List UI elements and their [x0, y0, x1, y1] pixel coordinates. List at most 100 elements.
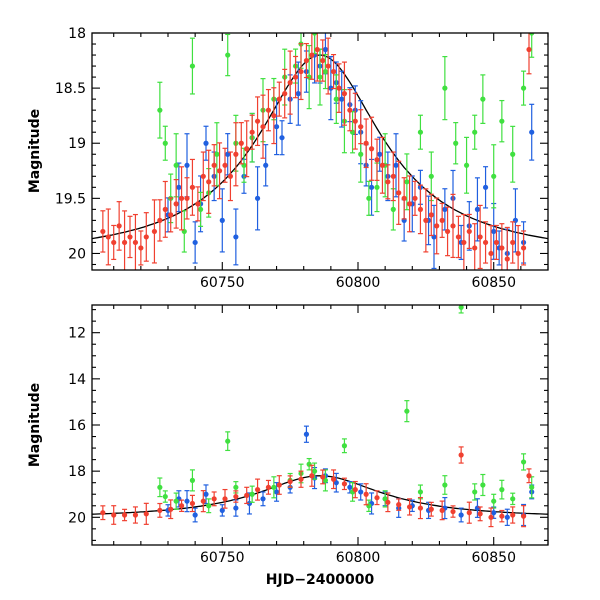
top-data-point — [271, 87, 277, 145]
top-data-point — [463, 136, 470, 194]
top-plot-area — [92, 33, 548, 270]
top-data-point — [143, 212, 149, 262]
top-data-point — [279, 120, 285, 156]
bottom-data-point — [458, 305, 464, 314]
bottom-data-point — [529, 476, 535, 499]
bottom-y-tick-label: 20 — [68, 510, 86, 526]
top-data-point — [450, 193, 456, 259]
bottom-x-tick-label: 60850 — [471, 550, 516, 566]
top-data-point — [116, 201, 122, 251]
bottom-data-point — [233, 490, 239, 503]
bottom-data-point — [385, 492, 391, 513]
bottom-data-point — [396, 498, 402, 511]
top-data-point — [434, 197, 440, 255]
top-data-point — [510, 125, 516, 183]
bottom-x-axis-title: HJD−2400000 — [266, 572, 375, 588]
bottom-y-axis-title: Magnitude — [27, 383, 43, 467]
top-data-point — [162, 125, 168, 161]
top-data-point — [227, 151, 234, 202]
bottom-y-tick-label: 16 — [68, 418, 86, 434]
top-data-point — [233, 122, 239, 187]
bottom-data-point — [254, 478, 261, 501]
bottom-y-tick-label: 18 — [68, 464, 86, 480]
bottom-axis-ticks: 60750 60800 60850 12 14 16 18 20 — [68, 305, 549, 566]
top-data-point — [472, 114, 478, 150]
top-data-point — [330, 54, 337, 90]
top-data-point — [314, 33, 320, 82]
bottom-x-tick-label: 60800 — [336, 550, 381, 566]
top-data-point — [406, 175, 413, 233]
bottom-data-point — [510, 492, 516, 506]
bottom-data-point — [358, 483, 364, 501]
top-data-point — [265, 88, 272, 132]
bottom-data-point — [260, 491, 266, 507]
bottom-data-point — [428, 501, 434, 517]
top-data-point — [200, 151, 206, 202]
bottom-data-point — [491, 493, 497, 509]
top-data-point — [466, 213, 472, 249]
top-data-point — [157, 199, 163, 242]
bottom-data-point — [526, 468, 532, 484]
bottom-data-point — [406, 498, 413, 516]
bottom-data-point — [244, 486, 250, 505]
top-data-point — [276, 81, 282, 117]
top-data-point — [244, 120, 250, 178]
top-data-point — [322, 54, 329, 90]
bottom-data-point — [417, 496, 424, 520]
bottom-data-point — [121, 508, 128, 522]
top-data-point — [233, 208, 239, 266]
bottom-data-point — [439, 500, 445, 521]
bottom-data-point — [458, 507, 464, 523]
top-data-point — [184, 177, 190, 220]
bottom-data-point — [320, 469, 326, 485]
top-data-point — [189, 158, 196, 216]
top-panel: 60750 60800 60850 18 18.5 19 19.5 20 Magnitude — [27, 26, 549, 291]
top-data-point — [412, 180, 418, 216]
top-data-point — [499, 223, 505, 270]
bottom-panel: 60750 60800 60850 12 14 16 18 20 Magnitude HJD−… — [27, 304, 549, 588]
bottom-data-point — [189, 469, 196, 492]
top-data-point — [263, 144, 269, 187]
top-data-point — [352, 92, 358, 150]
top-data-point — [472, 223, 478, 270]
top-data-point — [197, 191, 204, 227]
bottom-data-point — [504, 508, 510, 526]
top-data-point — [195, 186, 201, 222]
top-data-point — [222, 147, 228, 183]
top-data-point — [105, 208, 111, 266]
bottom-data-point — [466, 501, 472, 524]
bottom-y-tick-label: 14 — [68, 372, 86, 388]
bottom-data-point — [472, 483, 478, 501]
top-data-point — [111, 224, 117, 261]
top-x-tick-label: 60800 — [336, 275, 381, 291]
top-data-point — [203, 125, 209, 161]
top-data-point — [393, 133, 399, 198]
top-data-point — [474, 177, 481, 242]
bottom-data-point — [510, 506, 516, 524]
top-data-point — [385, 164, 391, 200]
bottom-data-point — [303, 425, 310, 443]
top-data-point — [151, 199, 158, 264]
top-data-point — [282, 68, 288, 119]
bottom-data-point — [488, 507, 494, 528]
top-data-point — [341, 61, 348, 126]
bottom-data-point — [249, 485, 255, 503]
top-data-point — [477, 204, 483, 270]
top-data-point — [211, 144, 217, 187]
bottom-data-point — [311, 462, 318, 480]
top-data-point — [254, 166, 261, 231]
bottom-data-point — [287, 475, 293, 488]
top-data-point — [254, 96, 261, 147]
bottom-data-point — [333, 472, 339, 493]
bottom-data-point — [520, 505, 527, 528]
bottom-data-point — [477, 506, 483, 522]
bottom-data-point — [111, 505, 117, 525]
top-data-point — [306, 44, 312, 110]
bottom-data-point — [458, 446, 464, 464]
bottom-data-point — [374, 490, 380, 506]
top-data-point — [206, 149, 212, 214]
bottom-data-point — [306, 457, 312, 471]
bottom-data-point — [168, 499, 174, 520]
top-data-point — [303, 42, 310, 79]
